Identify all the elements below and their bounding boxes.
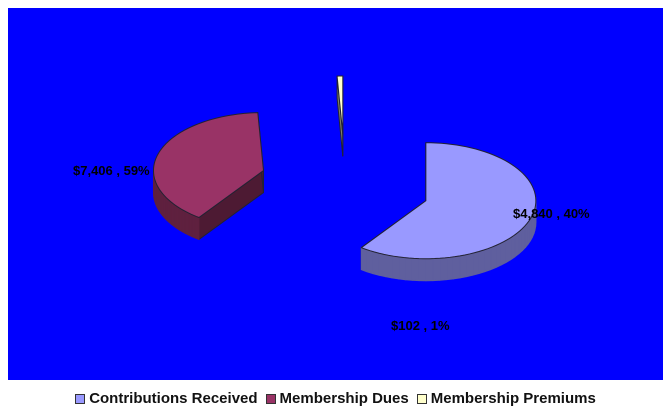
legend-item: Membership Dues (265, 390, 409, 407)
pie-slice-side (432, 257, 441, 282)
legend-label: Contributions Received (89, 390, 258, 407)
pie-chart-plot (8, 8, 663, 380)
pie-slice-side (391, 255, 400, 280)
chart-legend: Contributions Received Membership Dues M… (0, 386, 671, 411)
pie-slice-side (425, 258, 434, 282)
pie-slice-side (484, 247, 492, 273)
pie-slice-side (518, 228, 523, 255)
pie-slice-side (478, 249, 486, 275)
pie-slice (152, 112, 264, 219)
legend-swatch (75, 393, 86, 404)
legend-label: Membership Dues (279, 390, 409, 407)
pie-slice (360, 142, 537, 260)
pie-slice (336, 75, 344, 135)
pie-slice-side (500, 239, 507, 266)
legend-item: Membership Premiums (416, 390, 596, 407)
slice-data-label: $7,406 , 59% (73, 163, 150, 178)
pie-slice-side (439, 257, 448, 281)
pie-slice-side (372, 251, 380, 276)
chart-area: $7,406 , 59% $4,840 , 40% $102 , 1% (8, 8, 663, 380)
pie-slice-side (188, 212, 193, 238)
pie-slice-side (385, 254, 393, 279)
pie-slice-side (194, 215, 200, 241)
pie-slice-side (366, 249, 374, 275)
pie-slice-side (446, 256, 454, 281)
pie-slice-side (459, 254, 467, 279)
pie-slice-side (495, 242, 502, 268)
pie-slice-side (490, 244, 497, 271)
pie-slice-side (191, 214, 196, 239)
pie-slice-side (378, 252, 387, 278)
legend-swatch (416, 393, 427, 404)
legend-item: Contributions Received (75, 390, 258, 407)
legend-label: Membership Premiums (430, 390, 596, 407)
pie-slice-side (411, 257, 420, 282)
pie-slice-side (465, 252, 474, 278)
pie-slice-side (360, 247, 368, 273)
legend-swatch (265, 393, 276, 404)
slice-data-label: $102 , 1% (391, 318, 450, 333)
pie-slice-side (398, 256, 406, 281)
pie-slice-side (418, 258, 427, 282)
pie-slice-side (452, 255, 461, 280)
pie-slice-side (404, 257, 413, 281)
pie-slice-side (510, 234, 516, 261)
pie-slice-side (472, 251, 480, 276)
pie-slice-side (505, 237, 512, 263)
pie-slice-side (514, 231, 520, 258)
chart-background (8, 8, 663, 380)
slice-data-label: $4,840 , 40% (513, 206, 590, 221)
